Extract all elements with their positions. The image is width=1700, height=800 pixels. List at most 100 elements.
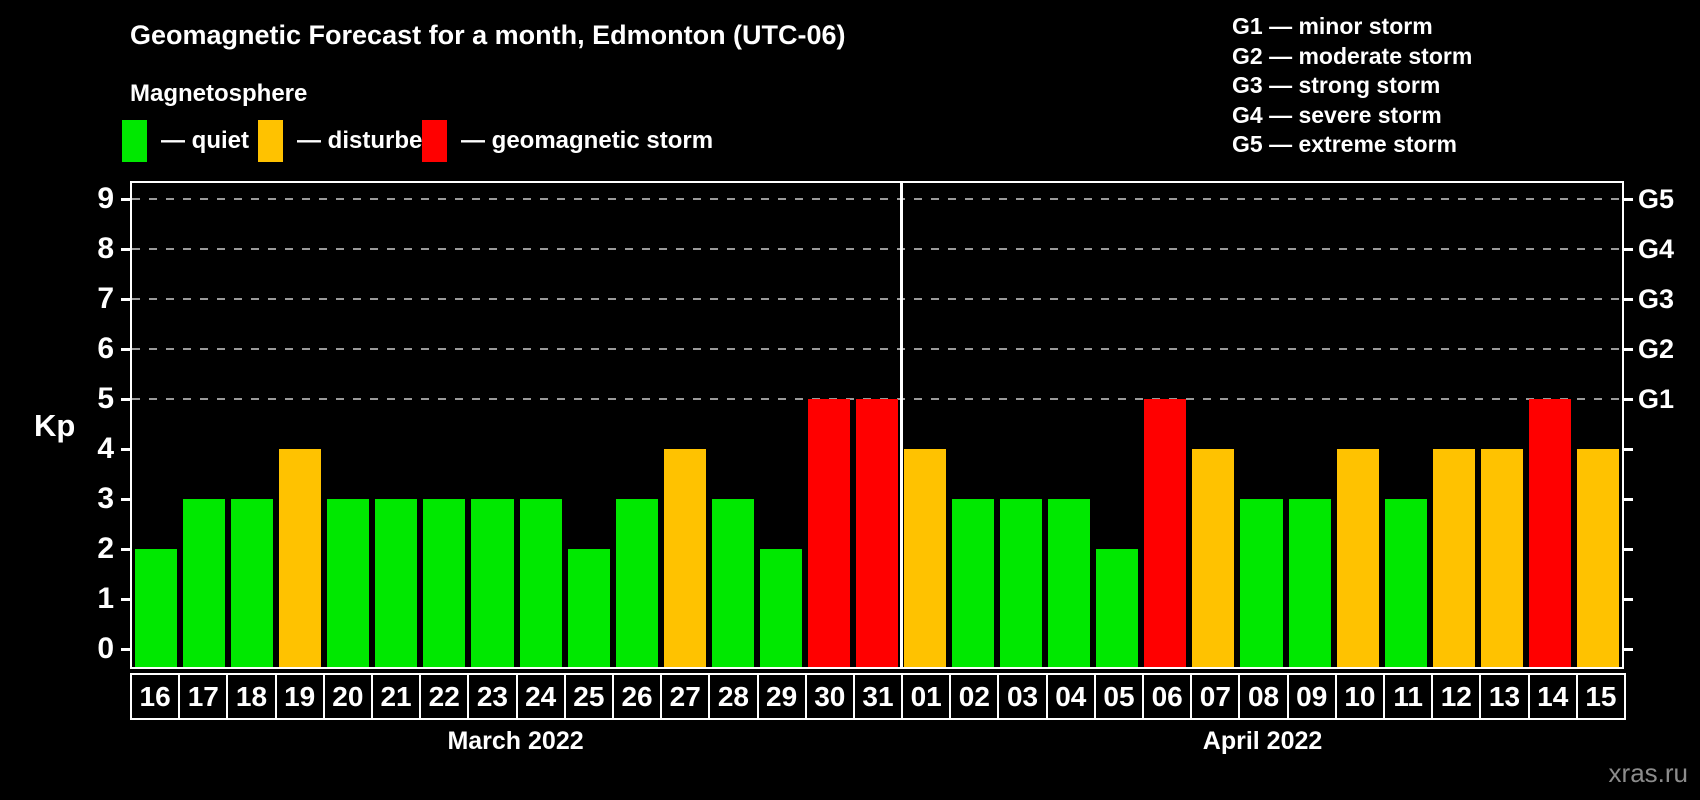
kp-bar-april-10 bbox=[1336, 449, 1379, 667]
g-tick-label-g3: G3 bbox=[1638, 284, 1675, 314]
date-label-april-10: 10 bbox=[1334, 673, 1386, 720]
kp-tick-label-8: 8 bbox=[97, 232, 114, 265]
date-label-april-12: 12 bbox=[1431, 673, 1482, 720]
legend-swatch-quiet bbox=[122, 120, 147, 162]
kp-bar-march-16 bbox=[135, 549, 178, 667]
right-tick-kp3 bbox=[1624, 498, 1633, 501]
date-label-april-09: 09 bbox=[1286, 673, 1337, 720]
date-label-april-05: 05 bbox=[1093, 673, 1145, 720]
legend-label-disturbed: — disturbed bbox=[297, 127, 438, 154]
right-tick-kp0 bbox=[1624, 648, 1633, 651]
right-tick-kp6 bbox=[1624, 348, 1633, 351]
date-label-march-29: 29 bbox=[756, 673, 807, 720]
date-label-march-16: 16 bbox=[130, 673, 181, 720]
kp-bar-march-27 bbox=[663, 449, 706, 667]
g-tick-label-g5: G5 bbox=[1638, 184, 1675, 214]
kp-bar-april-08 bbox=[1240, 499, 1283, 667]
kp-bar-april-03 bbox=[1000, 499, 1043, 667]
g-legend-line-g4: G4 — severe storm bbox=[1232, 101, 1442, 128]
kp-bar-march-20 bbox=[327, 499, 370, 667]
right-tick-kp9 bbox=[1624, 198, 1633, 201]
kp-bar-april-09 bbox=[1288, 499, 1331, 667]
date-label-march-24: 24 bbox=[515, 673, 566, 720]
kp-bar-march-26 bbox=[615, 499, 658, 667]
date-label-april-04: 04 bbox=[1045, 673, 1096, 720]
kp-bar-april-07 bbox=[1192, 449, 1235, 667]
kp-bar-april-13 bbox=[1480, 449, 1523, 667]
date-label-march-20: 20 bbox=[322, 673, 373, 720]
kp-bar-march-29 bbox=[759, 549, 802, 667]
kp-bar-april-06 bbox=[1144, 399, 1187, 667]
gridline-kp7 bbox=[132, 298, 1622, 300]
plot-area bbox=[121, 181, 1633, 669]
g-tick-label-g4: G4 bbox=[1638, 234, 1675, 264]
kp-bar-march-23 bbox=[471, 499, 514, 667]
kp-bar-march-17 bbox=[183, 499, 226, 667]
date-label-march-17: 17 bbox=[178, 673, 229, 720]
kp-bar-march-21 bbox=[375, 499, 418, 667]
g-scale-legend: G1 — minor storm G2 — moderate storm G3 — … bbox=[1232, 12, 1472, 160]
date-label-april-02: 02 bbox=[949, 673, 1000, 720]
left-tick-kp1 bbox=[121, 598, 130, 601]
kp-bar-march-25 bbox=[567, 549, 610, 667]
month-label-march: March 2022 bbox=[447, 727, 584, 755]
right-tick-kp1 bbox=[1624, 598, 1633, 601]
kp-bar-march-31 bbox=[855, 399, 899, 667]
left-tick-kp9 bbox=[121, 198, 130, 201]
kp-bar-april-11 bbox=[1384, 499, 1427, 667]
kp-bar-april-05 bbox=[1096, 549, 1139, 667]
right-tick-kp4 bbox=[1624, 448, 1633, 451]
date-label-april-06: 06 bbox=[1142, 673, 1193, 720]
gridline-kp9 bbox=[132, 198, 1622, 200]
g-legend-line-g5: G5 — extreme storm bbox=[1232, 131, 1457, 158]
right-tick-kp2 bbox=[1624, 548, 1633, 551]
status-legend: — quiet — disturbed — geomagnetic storm bbox=[0, 118, 1100, 164]
kp-tick-label-6: 6 bbox=[97, 332, 114, 365]
kp-bar-april-12 bbox=[1432, 449, 1475, 667]
month-label-april: April 2022 bbox=[1202, 727, 1323, 755]
kp-tick-label-5: 5 bbox=[97, 382, 114, 415]
date-axis: 16 17 18 19 20 21 22 23 24 25 26 27 28 29 30 31 01 02 03 04… bbox=[130, 673, 1626, 720]
date-label-march-26: 26 bbox=[611, 673, 663, 720]
legend-item-storm: — geomagnetic storm bbox=[422, 118, 713, 164]
g-tick-label-g2: G2 bbox=[1638, 334, 1675, 364]
kp-bar-march-30 bbox=[807, 399, 850, 667]
kp-tick-label-2: 2 bbox=[97, 532, 114, 565]
legend-swatch-disturbed bbox=[258, 120, 283, 162]
legend-item-disturbed: — disturbed bbox=[258, 118, 437, 164]
kp-bar-april-14 bbox=[1528, 399, 1571, 667]
date-label-march-25: 25 bbox=[563, 673, 614, 720]
watermark: xras.ru bbox=[1608, 758, 1688, 788]
g-tick-label-g1: G1 bbox=[1638, 384, 1675, 414]
kp-bar-march-24 bbox=[519, 499, 562, 667]
date-label-march-18: 18 bbox=[226, 673, 277, 720]
gridline-kp6 bbox=[132, 348, 1622, 350]
g-legend-line-g1: G1 — minor storm bbox=[1232, 13, 1433, 39]
date-label-march-23: 23 bbox=[467, 673, 518, 720]
chart-subtitle: Magnetosphere bbox=[130, 80, 308, 107]
left-tick-kp4 bbox=[121, 448, 130, 451]
month-divider bbox=[899, 183, 903, 667]
kp-bar-march-18 bbox=[231, 499, 274, 667]
kp-tick-label-0: 0 bbox=[97, 632, 114, 665]
date-label-april-01: 01 bbox=[901, 673, 952, 720]
kp-bar-april-01 bbox=[904, 449, 947, 667]
left-tick-kp0 bbox=[121, 648, 130, 651]
date-label-march-30: 30 bbox=[804, 673, 855, 720]
y-axis-title: Kp bbox=[34, 408, 76, 443]
kp-bar-april-15 bbox=[1576, 449, 1619, 667]
kp-tick-label-7: 7 bbox=[97, 282, 114, 315]
date-label-april-03: 03 bbox=[997, 673, 1048, 720]
left-tick-kp8 bbox=[121, 248, 130, 251]
date-label-april-13: 13 bbox=[1479, 673, 1530, 720]
left-tick-kp5 bbox=[121, 398, 130, 401]
date-label-april-07: 07 bbox=[1190, 673, 1241, 720]
date-label-march-21: 21 bbox=[370, 673, 422, 720]
date-label-march-28: 28 bbox=[708, 673, 759, 720]
chart-title: Geomagnetic Forecast for a month, Edmont… bbox=[130, 20, 846, 50]
legend-label-quiet: — quiet bbox=[161, 127, 249, 154]
right-tick-kp5 bbox=[1624, 398, 1633, 401]
right-tick-kp8 bbox=[1624, 248, 1633, 251]
kp-bar-march-28 bbox=[711, 499, 754, 667]
